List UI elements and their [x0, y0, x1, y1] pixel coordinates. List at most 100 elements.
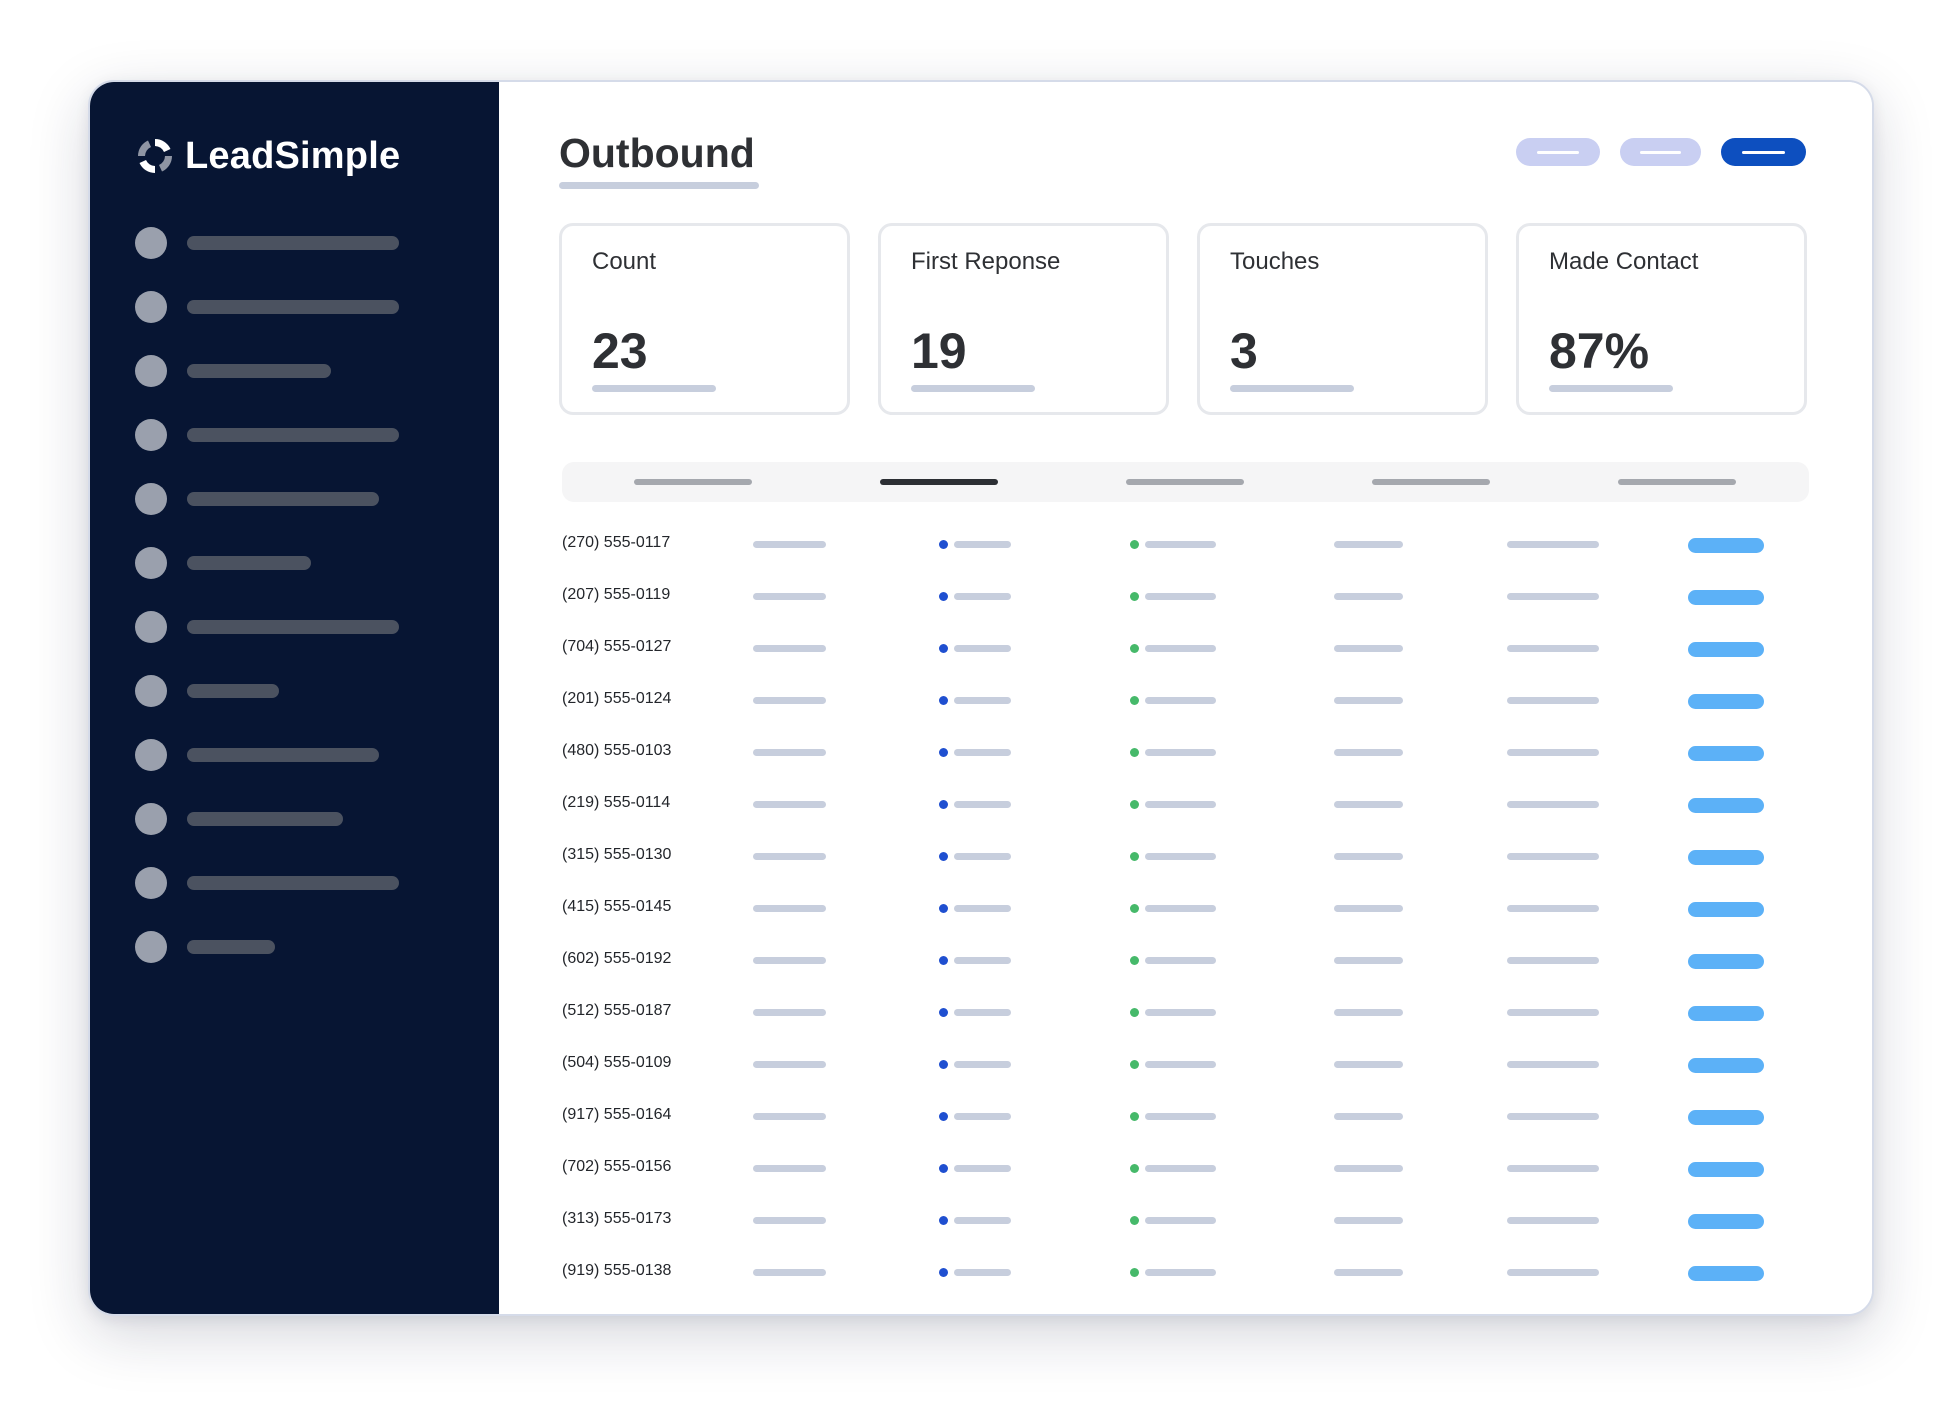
header-action-button[interactable]	[1516, 138, 1600, 166]
row-action-pill[interactable]	[1688, 1162, 1764, 1177]
sidebar-item[interactable]	[135, 290, 399, 324]
table-row[interactable]: (270) 555-0117	[562, 529, 1809, 559]
row-action-pill[interactable]	[1688, 694, 1764, 709]
cell-placeholder	[1507, 1269, 1599, 1276]
row-action-pill[interactable]	[1688, 642, 1764, 657]
status-dot-green	[1130, 1268, 1139, 1277]
cell-placeholder	[1145, 905, 1216, 912]
row-action-pill[interactable]	[1688, 1006, 1764, 1021]
row-action-pill[interactable]	[1688, 954, 1764, 969]
tab[interactable]	[1372, 479, 1490, 485]
sidebar-item[interactable]	[135, 546, 311, 580]
cell-placeholder	[1507, 853, 1599, 860]
stat-value: 23	[592, 323, 648, 379]
table-row[interactable]: (313) 555-0173	[562, 1205, 1809, 1235]
status-dot-blue	[939, 1268, 948, 1277]
sidebar-item[interactable]	[135, 930, 275, 964]
status-dot-blue	[939, 956, 948, 965]
cell-placeholder	[1145, 697, 1216, 704]
tab-active[interactable]	[880, 479, 998, 485]
phone-number: (504) 555-0109	[562, 1054, 672, 1071]
sidebar-item[interactable]	[135, 482, 379, 516]
row-action-pill[interactable]	[1688, 538, 1764, 553]
stat-bar	[911, 385, 1035, 392]
row-action-pill[interactable]	[1688, 1058, 1764, 1073]
row-action-pill[interactable]	[1688, 1266, 1764, 1281]
status-dot-blue	[939, 1008, 948, 1017]
sidebar-item-label	[187, 300, 399, 314]
placeholder-circle-icon	[135, 547, 167, 579]
table-row[interactable]: (704) 555-0127	[562, 633, 1809, 663]
header-action-button[interactable]	[1620, 138, 1701, 166]
table-row[interactable]: (207) 555-0119	[562, 581, 1809, 611]
status-dot-green	[1130, 904, 1139, 913]
placeholder-circle-icon	[135, 483, 167, 515]
cell-placeholder	[954, 905, 1011, 912]
tab[interactable]	[1126, 479, 1244, 485]
table-row[interactable]: (702) 555-0156	[562, 1153, 1809, 1183]
cell-placeholder	[954, 1113, 1011, 1120]
cell-placeholder	[753, 1061, 826, 1068]
table-row[interactable]: (504) 555-0109	[562, 1049, 1809, 1079]
cell-placeholder	[1334, 541, 1403, 548]
cell-placeholder	[1145, 801, 1216, 808]
tab[interactable]	[634, 479, 752, 485]
row-action-pill[interactable]	[1688, 1110, 1764, 1125]
cell-placeholder	[954, 1009, 1011, 1016]
cell-placeholder	[1145, 1113, 1216, 1120]
table-row[interactable]: (917) 555-0164	[562, 1101, 1809, 1131]
cell-placeholder	[1334, 697, 1403, 704]
row-action-pill[interactable]	[1688, 850, 1764, 865]
placeholder-circle-icon	[135, 419, 167, 451]
phone-number: (313) 555-0173	[562, 1210, 672, 1227]
sidebar-item[interactable]	[135, 738, 379, 772]
cell-placeholder	[753, 1217, 826, 1224]
table-row[interactable]: (315) 555-0130	[562, 841, 1809, 871]
table-row[interactable]: (480) 555-0103	[562, 737, 1809, 767]
sidebar-item-label	[187, 812, 343, 826]
stat-card-touches: Touches 3	[1197, 223, 1488, 415]
row-action-pill[interactable]	[1688, 590, 1764, 605]
table-row[interactable]: (219) 555-0114	[562, 789, 1809, 819]
status-dot-blue	[939, 1060, 948, 1069]
header-primary-button[interactable]	[1721, 138, 1806, 166]
app-name: LeadSimple	[185, 134, 401, 177]
sidebar-item-label	[187, 940, 275, 954]
sidebar-item[interactable]	[135, 802, 343, 836]
cell-placeholder	[1507, 1165, 1599, 1172]
sidebar-item[interactable]	[135, 418, 399, 452]
cell-placeholder	[954, 1217, 1011, 1224]
sidebar-item[interactable]	[135, 674, 279, 708]
cell-placeholder	[1334, 593, 1403, 600]
sidebar-item[interactable]	[135, 610, 399, 644]
cell-placeholder	[1334, 905, 1403, 912]
row-action-pill[interactable]	[1688, 902, 1764, 917]
sidebar-item[interactable]	[135, 354, 331, 388]
phone-number: (602) 555-0192	[562, 950, 672, 967]
tab[interactable]	[1618, 479, 1736, 485]
sidebar-item[interactable]	[135, 226, 399, 260]
cell-placeholder	[1507, 905, 1599, 912]
status-dot-green	[1130, 1060, 1139, 1069]
cell-placeholder	[1507, 957, 1599, 964]
table-row[interactable]: (201) 555-0124	[562, 685, 1809, 715]
status-dot-green	[1130, 644, 1139, 653]
cell-placeholder	[954, 1165, 1011, 1172]
stat-value: 3	[1230, 323, 1258, 379]
table-row[interactable]: (919) 555-0138	[562, 1257, 1809, 1287]
cell-placeholder	[753, 697, 826, 704]
sidebar-item[interactable]	[135, 866, 399, 900]
row-action-pill[interactable]	[1688, 746, 1764, 761]
table-row[interactable]: (512) 555-0187	[562, 997, 1809, 1027]
table-row[interactable]: (415) 555-0145	[562, 893, 1809, 923]
row-action-pill[interactable]	[1688, 1214, 1764, 1229]
placeholder-circle-icon	[135, 611, 167, 643]
phone-number: (917) 555-0164	[562, 1106, 672, 1123]
cell-placeholder	[954, 645, 1011, 652]
cell-placeholder	[1145, 1061, 1216, 1068]
logo[interactable]: LeadSimple	[135, 126, 400, 186]
row-action-pill[interactable]	[1688, 798, 1764, 813]
sidebar-item-label	[187, 684, 279, 698]
table-row[interactable]: (602) 555-0192	[562, 945, 1809, 975]
status-dot-blue	[939, 904, 948, 913]
